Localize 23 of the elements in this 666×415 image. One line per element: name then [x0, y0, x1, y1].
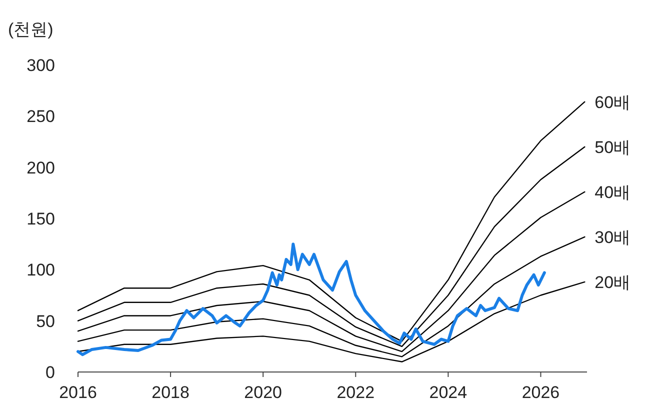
x-tick-label: 2022 [336, 383, 375, 402]
y-tick-label: 250 [26, 107, 55, 126]
line-series [77, 191, 586, 352]
y-tick-label: 300 [26, 56, 55, 75]
y-tick-label: 0 [46, 363, 55, 382]
series-label: 20배 [594, 272, 631, 292]
y-axis-title: (천원) [8, 20, 54, 39]
series-label: 40배 [594, 182, 631, 202]
y-tick-label: 100 [26, 260, 55, 280]
y-tick-label: 150 [26, 210, 55, 228]
line-series [77, 101, 586, 342]
line-series [77, 146, 586, 348]
y-tick-label: 50 [36, 312, 55, 331]
x-tick-label: 2026 [522, 383, 560, 402]
x-tick-label: 2020 [244, 383, 282, 402]
series-label: 60배 [594, 92, 631, 112]
x-tick-label: 2024 [429, 383, 468, 402]
line-series [77, 281, 586, 362]
x-tick-label: 2018 [152, 383, 190, 402]
series-label: 50배 [594, 138, 631, 157]
y-tick-label: 200 [26, 158, 55, 178]
x-tick-label: 2016 [59, 383, 97, 402]
series-label: 30배 [594, 228, 631, 247]
